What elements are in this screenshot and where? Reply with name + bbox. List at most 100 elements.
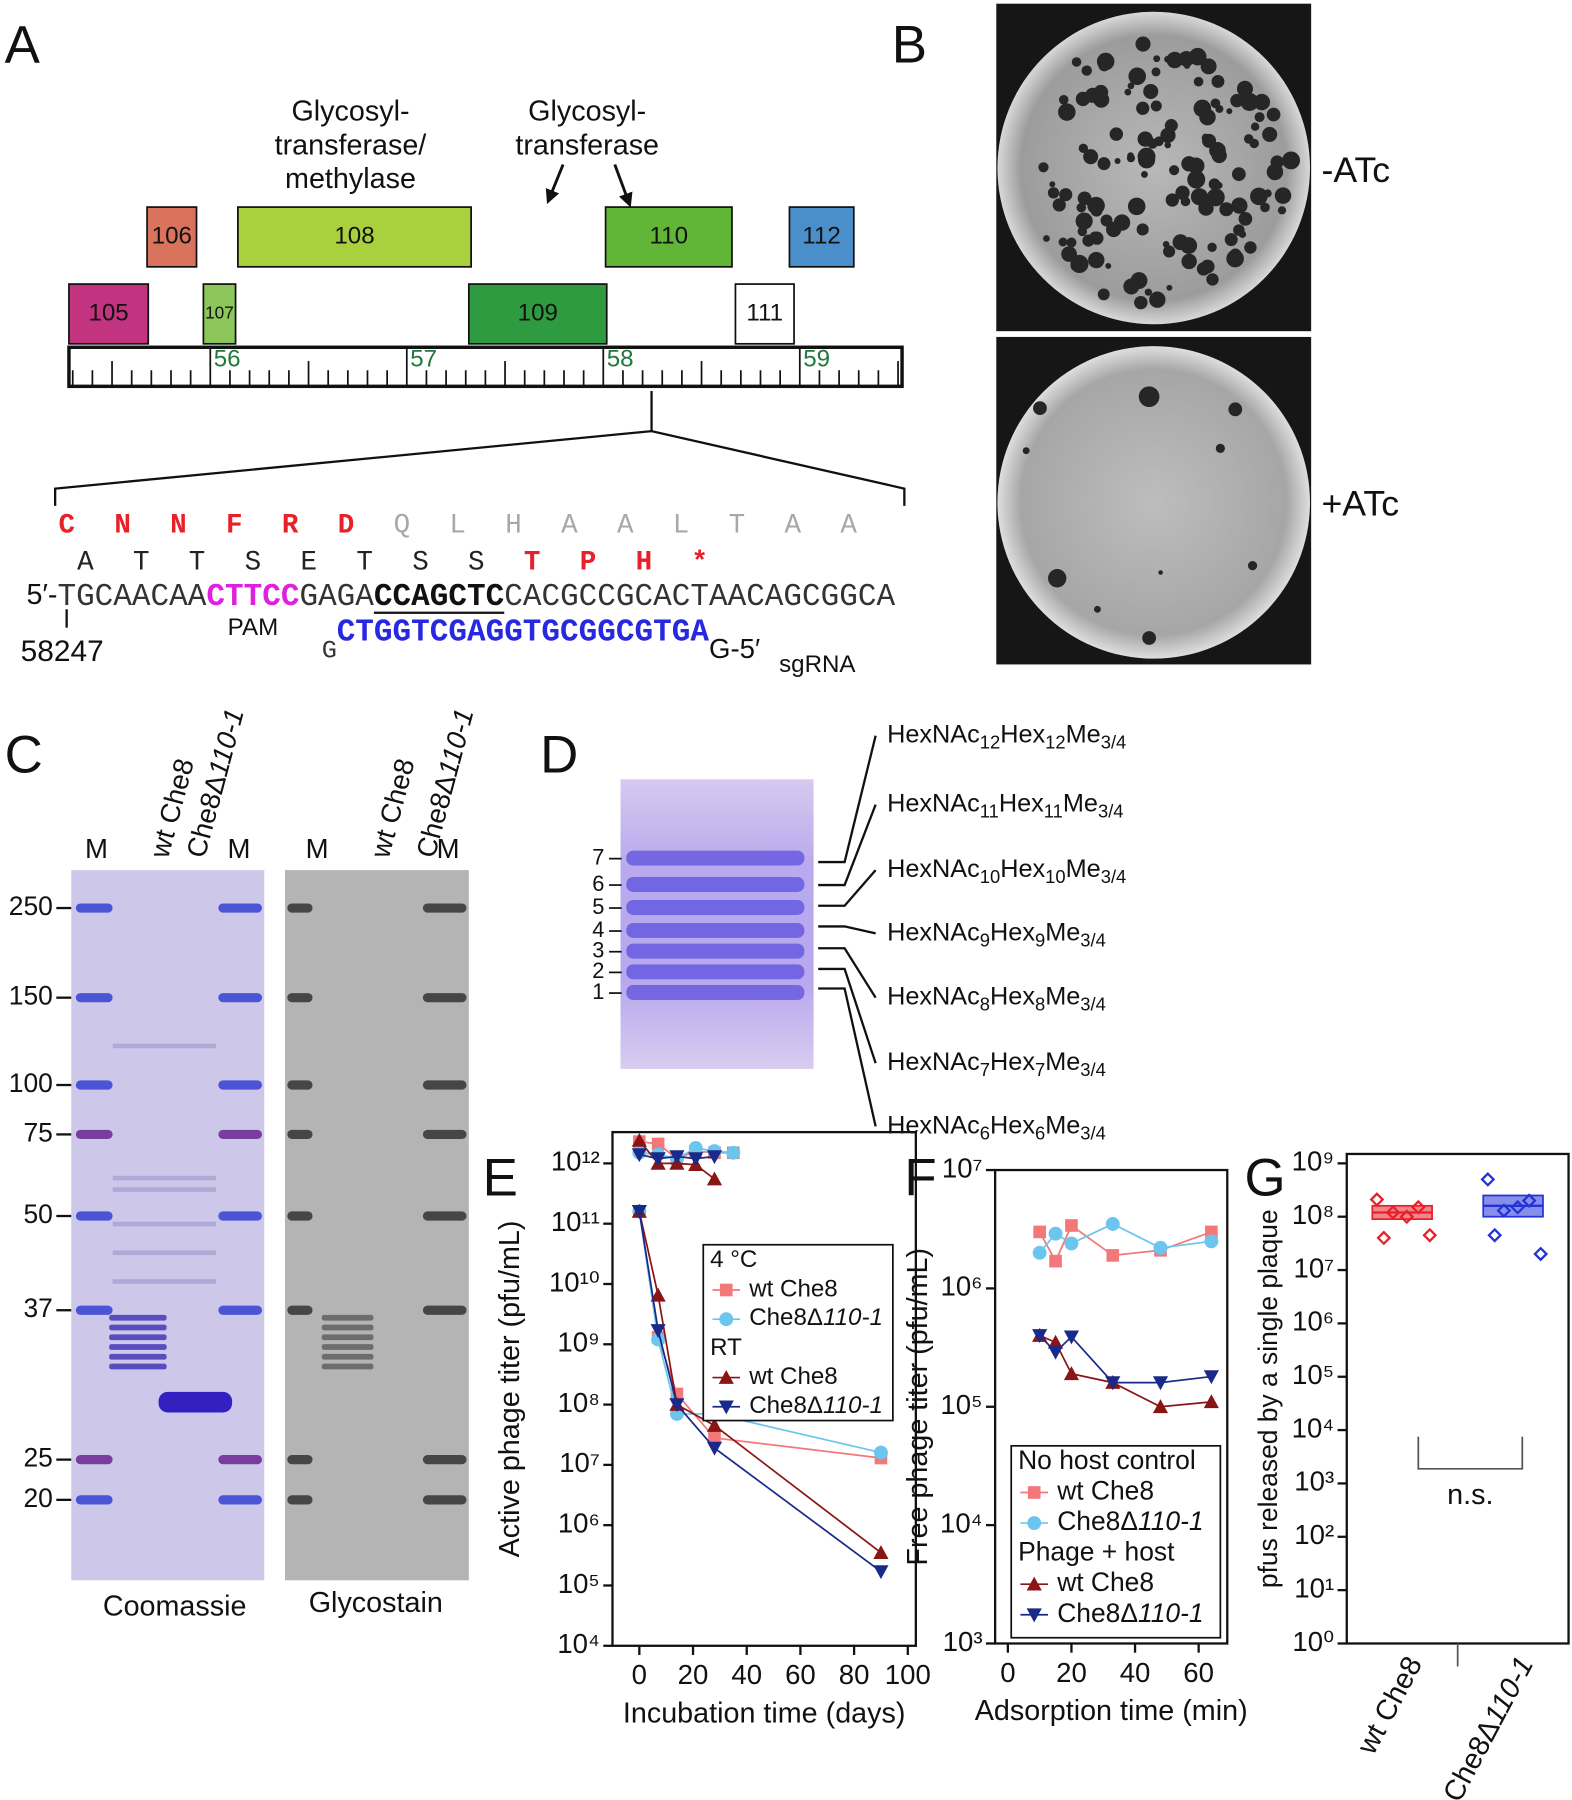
plaque bbox=[1081, 65, 1092, 76]
sgrna-seq: CTGGTCGAGGTGCGGCGTGA bbox=[337, 615, 710, 650]
plaque bbox=[1105, 262, 1112, 269]
point bbox=[650, 1324, 666, 1338]
gene-label: 107 bbox=[205, 302, 234, 322]
plaque bbox=[1048, 569, 1067, 588]
dna-segment: CCAGCTC bbox=[374, 580, 504, 615]
band bbox=[287, 1305, 313, 1315]
plaque bbox=[1052, 198, 1066, 212]
lane-label: M bbox=[228, 833, 251, 864]
y-tick-label: 10¹¹ bbox=[551, 1206, 600, 1237]
legend-marker bbox=[1027, 1516, 1042, 1531]
name-italic: 110-1 bbox=[1138, 1598, 1204, 1628]
species-part: Me bbox=[1045, 1048, 1080, 1076]
position-label: 58247 bbox=[21, 635, 104, 668]
plaque bbox=[1175, 185, 1190, 200]
band bbox=[109, 1363, 167, 1370]
band bbox=[109, 1314, 167, 1321]
plaque bbox=[1208, 178, 1221, 190]
panel-label: D bbox=[540, 726, 578, 785]
point bbox=[726, 1145, 741, 1160]
amino-acid: N bbox=[170, 511, 187, 542]
plaque bbox=[1153, 55, 1161, 63]
plaque bbox=[1181, 253, 1197, 270]
panel-label: A bbox=[5, 15, 41, 74]
ladder-label: 7 bbox=[592, 844, 604, 869]
plaque bbox=[1083, 149, 1099, 165]
y-tick-label: 10⁷ bbox=[559, 1447, 600, 1478]
sgrna-label: sgRNA bbox=[779, 651, 856, 678]
subscript: 3/4 bbox=[1080, 1122, 1106, 1143]
plaque bbox=[1183, 62, 1191, 69]
dna-prefix: 5′- bbox=[27, 579, 58, 611]
point bbox=[706, 1441, 723, 1456]
x-axis-title: Incubation time (days) bbox=[623, 1697, 906, 1729]
amino-acid: T bbox=[133, 547, 150, 578]
band bbox=[287, 1129, 313, 1140]
plaque bbox=[1215, 443, 1225, 453]
panel-label: E bbox=[483, 1148, 518, 1207]
y-axis-title: pfus released by a single plaque bbox=[1253, 1209, 1283, 1588]
connector bbox=[818, 804, 877, 887]
species-label: HexNAc10Hex10Me3/4 bbox=[887, 855, 1126, 887]
point bbox=[1032, 1329, 1048, 1344]
plaque bbox=[1240, 92, 1259, 111]
species-label: HexNAc11Hex11Me3/4 bbox=[887, 789, 1123, 821]
plaque bbox=[1169, 165, 1180, 176]
point bbox=[1205, 1225, 1218, 1239]
amino-acid: T bbox=[356, 547, 373, 578]
amino-acid: H bbox=[505, 511, 522, 542]
band bbox=[75, 903, 113, 913]
point bbox=[873, 1445, 888, 1460]
ladder-label: 2 bbox=[592, 958, 604, 983]
point bbox=[631, 1132, 647, 1147]
panel-label: G bbox=[1245, 1148, 1286, 1207]
name-part: Che8Δ bbox=[749, 1392, 823, 1419]
y-tick-label: 10⁴ bbox=[940, 1507, 983, 1538]
plaque bbox=[1163, 245, 1176, 258]
legend-group: Phage + host bbox=[1018, 1537, 1175, 1567]
amino-acid: A bbox=[77, 547, 94, 578]
subscript: 8 bbox=[1035, 994, 1045, 1015]
plaque bbox=[1141, 170, 1148, 178]
plaque bbox=[1180, 237, 1198, 254]
plaque bbox=[1236, 80, 1253, 97]
band bbox=[287, 1080, 313, 1090]
band bbox=[218, 993, 262, 1003]
plaque bbox=[1058, 94, 1069, 105]
name-italic: 110-1 bbox=[823, 1305, 883, 1332]
point bbox=[631, 1148, 647, 1163]
marker-label: 250 bbox=[9, 891, 53, 921]
plaque bbox=[1127, 197, 1146, 216]
plate bbox=[997, 346, 1310, 659]
point bbox=[1047, 1345, 1064, 1360]
connector bbox=[818, 987, 877, 1127]
band bbox=[321, 1324, 374, 1331]
point bbox=[873, 1545, 889, 1559]
amino-acid: R bbox=[282, 511, 299, 542]
subscript: 10 bbox=[980, 866, 1000, 887]
plaque bbox=[1274, 187, 1292, 204]
plaque bbox=[1224, 233, 1238, 247]
band bbox=[626, 877, 805, 892]
series-line bbox=[1039, 1334, 1212, 1384]
plaque bbox=[1058, 237, 1068, 247]
plaque bbox=[1097, 288, 1110, 301]
point bbox=[706, 1417, 723, 1432]
connector bbox=[818, 967, 877, 1064]
point bbox=[650, 1287, 666, 1302]
annotation: transferase bbox=[515, 129, 659, 161]
point bbox=[1105, 1217, 1120, 1231]
amino-acid: T bbox=[189, 547, 206, 578]
gene bbox=[788, 206, 855, 268]
band bbox=[287, 1495, 313, 1505]
ladder-label: 3 bbox=[592, 937, 604, 962]
faint-band bbox=[112, 1279, 217, 1284]
band bbox=[75, 993, 113, 1003]
gene bbox=[146, 206, 198, 268]
plaque bbox=[1124, 88, 1132, 96]
stain-label: Glycostain bbox=[309, 1587, 443, 1619]
y-tick-label: 10¹² bbox=[551, 1146, 600, 1177]
name-italic: 110-1 bbox=[1478, 1651, 1540, 1729]
band bbox=[287, 1455, 313, 1465]
